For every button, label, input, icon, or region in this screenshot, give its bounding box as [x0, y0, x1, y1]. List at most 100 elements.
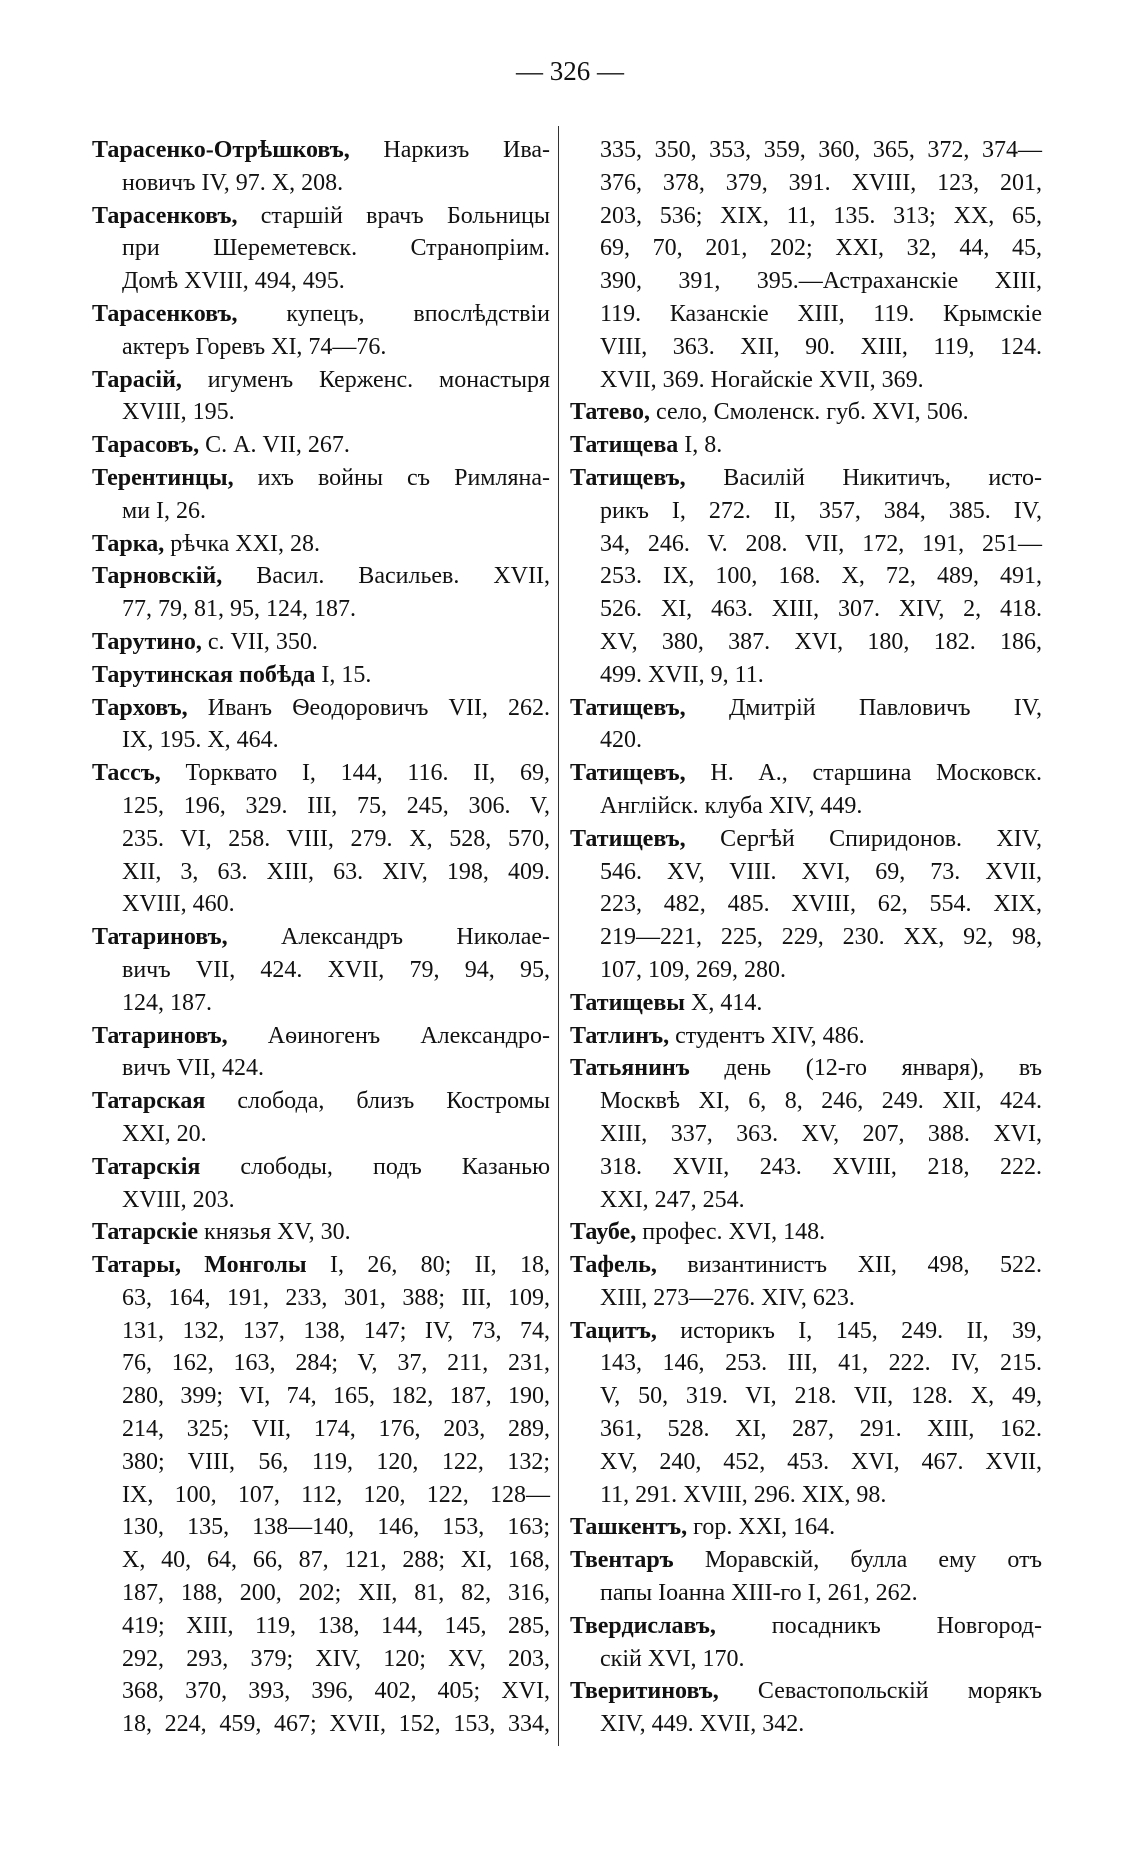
entry-line: 143, 146, 253. III, 41, 222. IV, 215.: [570, 1347, 1042, 1380]
index-entry: Татищевъ, Василій Никитичъ, исто-рикъ I,…: [570, 462, 1042, 692]
entry-text: 419; XIII, 119, 138, 144, 145, 285,: [122, 1612, 550, 1639]
entry-line: Татарскія слободы, подъ Казанью: [92, 1151, 550, 1184]
entry-line: Домѣ XVIII, 494, 495.: [92, 265, 550, 298]
entry-line: Ташкентъ, гор. XXI, 164.: [570, 1511, 1042, 1544]
entry-line: актеръ Горевъ XI, 74—76.: [92, 331, 550, 364]
entry-text: 335, 350, 353, 359, 360, 365, 372, 374—: [600, 137, 1042, 163]
entry-text: 77, 79, 81, 95, 124, 187.: [122, 596, 356, 623]
entry-line: Тарутино, с. VII, 350.: [92, 626, 550, 659]
entry-text: XVIII, 460.: [122, 891, 235, 918]
entry-heading: Татариновъ,: [92, 924, 228, 951]
entry-text: день (12-го января), въ: [689, 1055, 1042, 1082]
entry-line: Таубе, профес. XVI, 148.: [570, 1216, 1042, 1249]
entry-text: игуменъ Керженс. монастыря: [181, 366, 550, 393]
entry-text: Н. А., старшина Московск.: [685, 760, 1042, 787]
index-entry: Татариновъ, Александръ Николае-вичъ VII,…: [92, 921, 550, 1019]
entry-line: 318. XVII, 243. XVIII, 218, 222.: [570, 1151, 1042, 1184]
entry-text: I, 8.: [678, 432, 723, 459]
index-entry: Тарасовъ, С. А. VII, 267.: [92, 429, 550, 462]
entry-line: IX, 100, 107, 112, 120, 122, 128—: [92, 1479, 550, 1512]
entry-line: Твентаръ Моравскій, булла ему отъ: [570, 1544, 1042, 1577]
entry-heading: Тарасенковъ,: [92, 202, 238, 229]
entry-line: Татищевъ, Сергѣй Спиридонов. XIV,: [570, 823, 1042, 856]
entry-text: 11, 291. XVIII, 296. XIX, 98.: [600, 1481, 887, 1508]
index-entry: Тарасенко-Отрѣшковъ, Наркизъ Ива-новичъ …: [92, 134, 550, 200]
entry-line: 214, 325; VII, 174, 176, 203, 289,: [92, 1413, 550, 1446]
entry-line: 34, 246. V. 208. VII, 172, 191, 251—: [570, 528, 1042, 561]
entry-heading: Тафель,: [570, 1252, 657, 1279]
entry-line: 526. XI, 463. XIII, 307. XIV, 2, 418.: [570, 593, 1042, 626]
entry-heading: Татищевъ,: [570, 825, 686, 852]
entry-text: X, 414.: [685, 989, 763, 1016]
entry-heading: Тарутино,: [92, 628, 202, 655]
entry-text: 143, 146, 253. III, 41, 222. IV, 215.: [600, 1350, 1042, 1377]
entry-text: 361, 528. XI, 287, 291. XIII, 162.: [600, 1416, 1042, 1443]
entry-line: 18, 224, 459, 467; XVII, 152, 153, 334,: [92, 1708, 550, 1741]
entry-line: Тверитиновъ, Севастопольскій морякъ: [570, 1675, 1042, 1708]
entry-text: 280, 399; VI, 74, 165, 182, 187, 190,: [122, 1383, 550, 1410]
entry-heading: Татищевъ,: [570, 464, 686, 491]
entry-text: 63, 164, 191, 233, 301, 388; III, 109,: [122, 1284, 550, 1311]
entry-text: 499. XVII, 9, 11.: [600, 661, 764, 688]
entry-line: Тарасенковъ, купецъ, впослѣдствіи: [92, 298, 550, 331]
entry-text: 18, 224, 459, 467; XVII, 152, 153, 334,: [122, 1711, 550, 1738]
entry-text: XXI, 247, 254.: [600, 1186, 745, 1213]
entry-text: 235. VI, 258. VIII, 279. X, 528, 570,: [122, 825, 550, 852]
entry-line: Тарутинская побѣда I, 15.: [92, 659, 550, 692]
entry-line: 419; XIII, 119, 138, 144, 145, 285,: [92, 1610, 550, 1643]
index-entry: Тассъ, Торквато I, 144, 116. II, 69, 125,…: [92, 757, 550, 921]
entry-line: 390, 391, 395.—Астраханскіе XIII,: [570, 265, 1042, 298]
entry-line: Татариновъ, Александръ Николае-: [92, 921, 550, 954]
entry-text: I, 26, 80; II, 18,: [306, 1252, 550, 1279]
entry-line: Татищевы X, 414.: [570, 987, 1042, 1020]
entry-line: VIII, 363. XII, 90. XIII, 119, 124.: [570, 331, 1042, 364]
entry-line: Тассъ, Торквато I, 144, 116. II, 69,: [92, 757, 550, 790]
entry-line: Татары, Монголы I, 26, 80; II, 18,: [92, 1249, 550, 1282]
page-number: — 326 —: [516, 56, 624, 86]
entry-heading: Татево,: [570, 399, 651, 426]
entry-text: XV, 240, 452, 453. XVI, 467. XVII,: [600, 1448, 1042, 1475]
index-entry: Ташкентъ, гор. XXI, 164.: [570, 1511, 1042, 1544]
entry-line: 280, 399; VI, 74, 165, 182, 187, 190,: [92, 1380, 550, 1413]
entry-heading: Татищевъ,: [570, 694, 686, 721]
index-entry: Тарасенковъ, старшій врачъ Больницы при Ш…: [92, 200, 550, 298]
entry-line: вичъ VII, 424.: [92, 1052, 550, 1085]
entry-line: 420.: [570, 724, 1042, 757]
entry-text: Александръ Николае-: [227, 924, 550, 951]
entry-heading: Тарасій,: [92, 366, 182, 393]
entry-text: 203, 536; XIX, 11, 135. 313; XX, 65,: [600, 202, 1042, 229]
entry-heading: Твентаръ: [570, 1547, 674, 1574]
entry-line: XVIII, 460.: [92, 888, 550, 921]
entry-line: Татево, село, Смоленск. губ. XVI, 506.: [570, 396, 1042, 429]
entry-line: Татариновъ, Аѳиногенъ Александро-: [92, 1020, 550, 1053]
entry-text: Аѳиногенъ Александро-: [227, 1022, 550, 1049]
entry-line: 235. VI, 258. VIII, 279. X, 528, 570,: [92, 823, 550, 856]
index-entry: Тарновскій, Васил. Васильев. XVII, 77, 79…: [92, 560, 550, 626]
entry-text: студентъ XIV, 486.: [669, 1022, 865, 1049]
index-entry: Татищева I, 8.: [570, 429, 1042, 462]
entry-line: папы Іоанна XIII-го I, 261, 262.: [570, 1577, 1042, 1610]
entry-line: Москвѣ XI, 6, 8, 246, 249. XII, 424.: [570, 1085, 1042, 1118]
entry-heading: Татарская: [92, 1088, 206, 1115]
index-entry: Татлинъ, студентъ XIV, 486.: [570, 1020, 1042, 1053]
entry-line: 69, 70, 201, 202; XXI, 32, 44, 45,: [570, 232, 1042, 265]
entry-line: Тарасенко-Отрѣшковъ, Наркизъ Ива-: [92, 134, 550, 167]
entry-line: XVII, 369. Ногайскіе XVII, 369.: [570, 364, 1042, 397]
entry-line: 361, 528. XI, 287, 291. XIII, 162.: [570, 1413, 1042, 1446]
entry-text: с. VII, 350.: [201, 628, 318, 655]
entry-heading: Таубе,: [570, 1219, 637, 1246]
entry-text: XIV, 449. XVII, 342.: [600, 1711, 805, 1738]
column-right: 335, 350, 353, 359, 360, 365, 372, 374— 3…: [570, 134, 1042, 1741]
index-entry: Тафель, византинистъ XII, 498, 522. XIII,…: [570, 1249, 1042, 1315]
entry-text: посадникъ Новгород-: [715, 1612, 1042, 1639]
entry-text: Домѣ XVIII, 494, 495.: [122, 268, 345, 295]
index-entry: Татево, село, Смоленск. губ. XVI, 506.: [570, 396, 1042, 429]
entry-line: Тацитъ, историкъ I, 145, 249. II, 39,: [570, 1315, 1042, 1348]
entry-line: 292, 293, 379; XIV, 120; XV, 203,: [92, 1643, 550, 1676]
entry-heading: Тверитиновъ,: [570, 1678, 719, 1705]
entry-text: XVIII, 203.: [122, 1186, 235, 1213]
entry-line: 546. XV, VIII. XVI, 69, 73. XVII,: [570, 856, 1042, 889]
entry-line: Тарка, рѣчка XXI, 28.: [92, 528, 550, 561]
entry-line: 253. IX, 100, 168. X, 72, 489, 491,: [570, 560, 1042, 593]
index-entry: Тарка, рѣчка XXI, 28.: [92, 528, 550, 561]
